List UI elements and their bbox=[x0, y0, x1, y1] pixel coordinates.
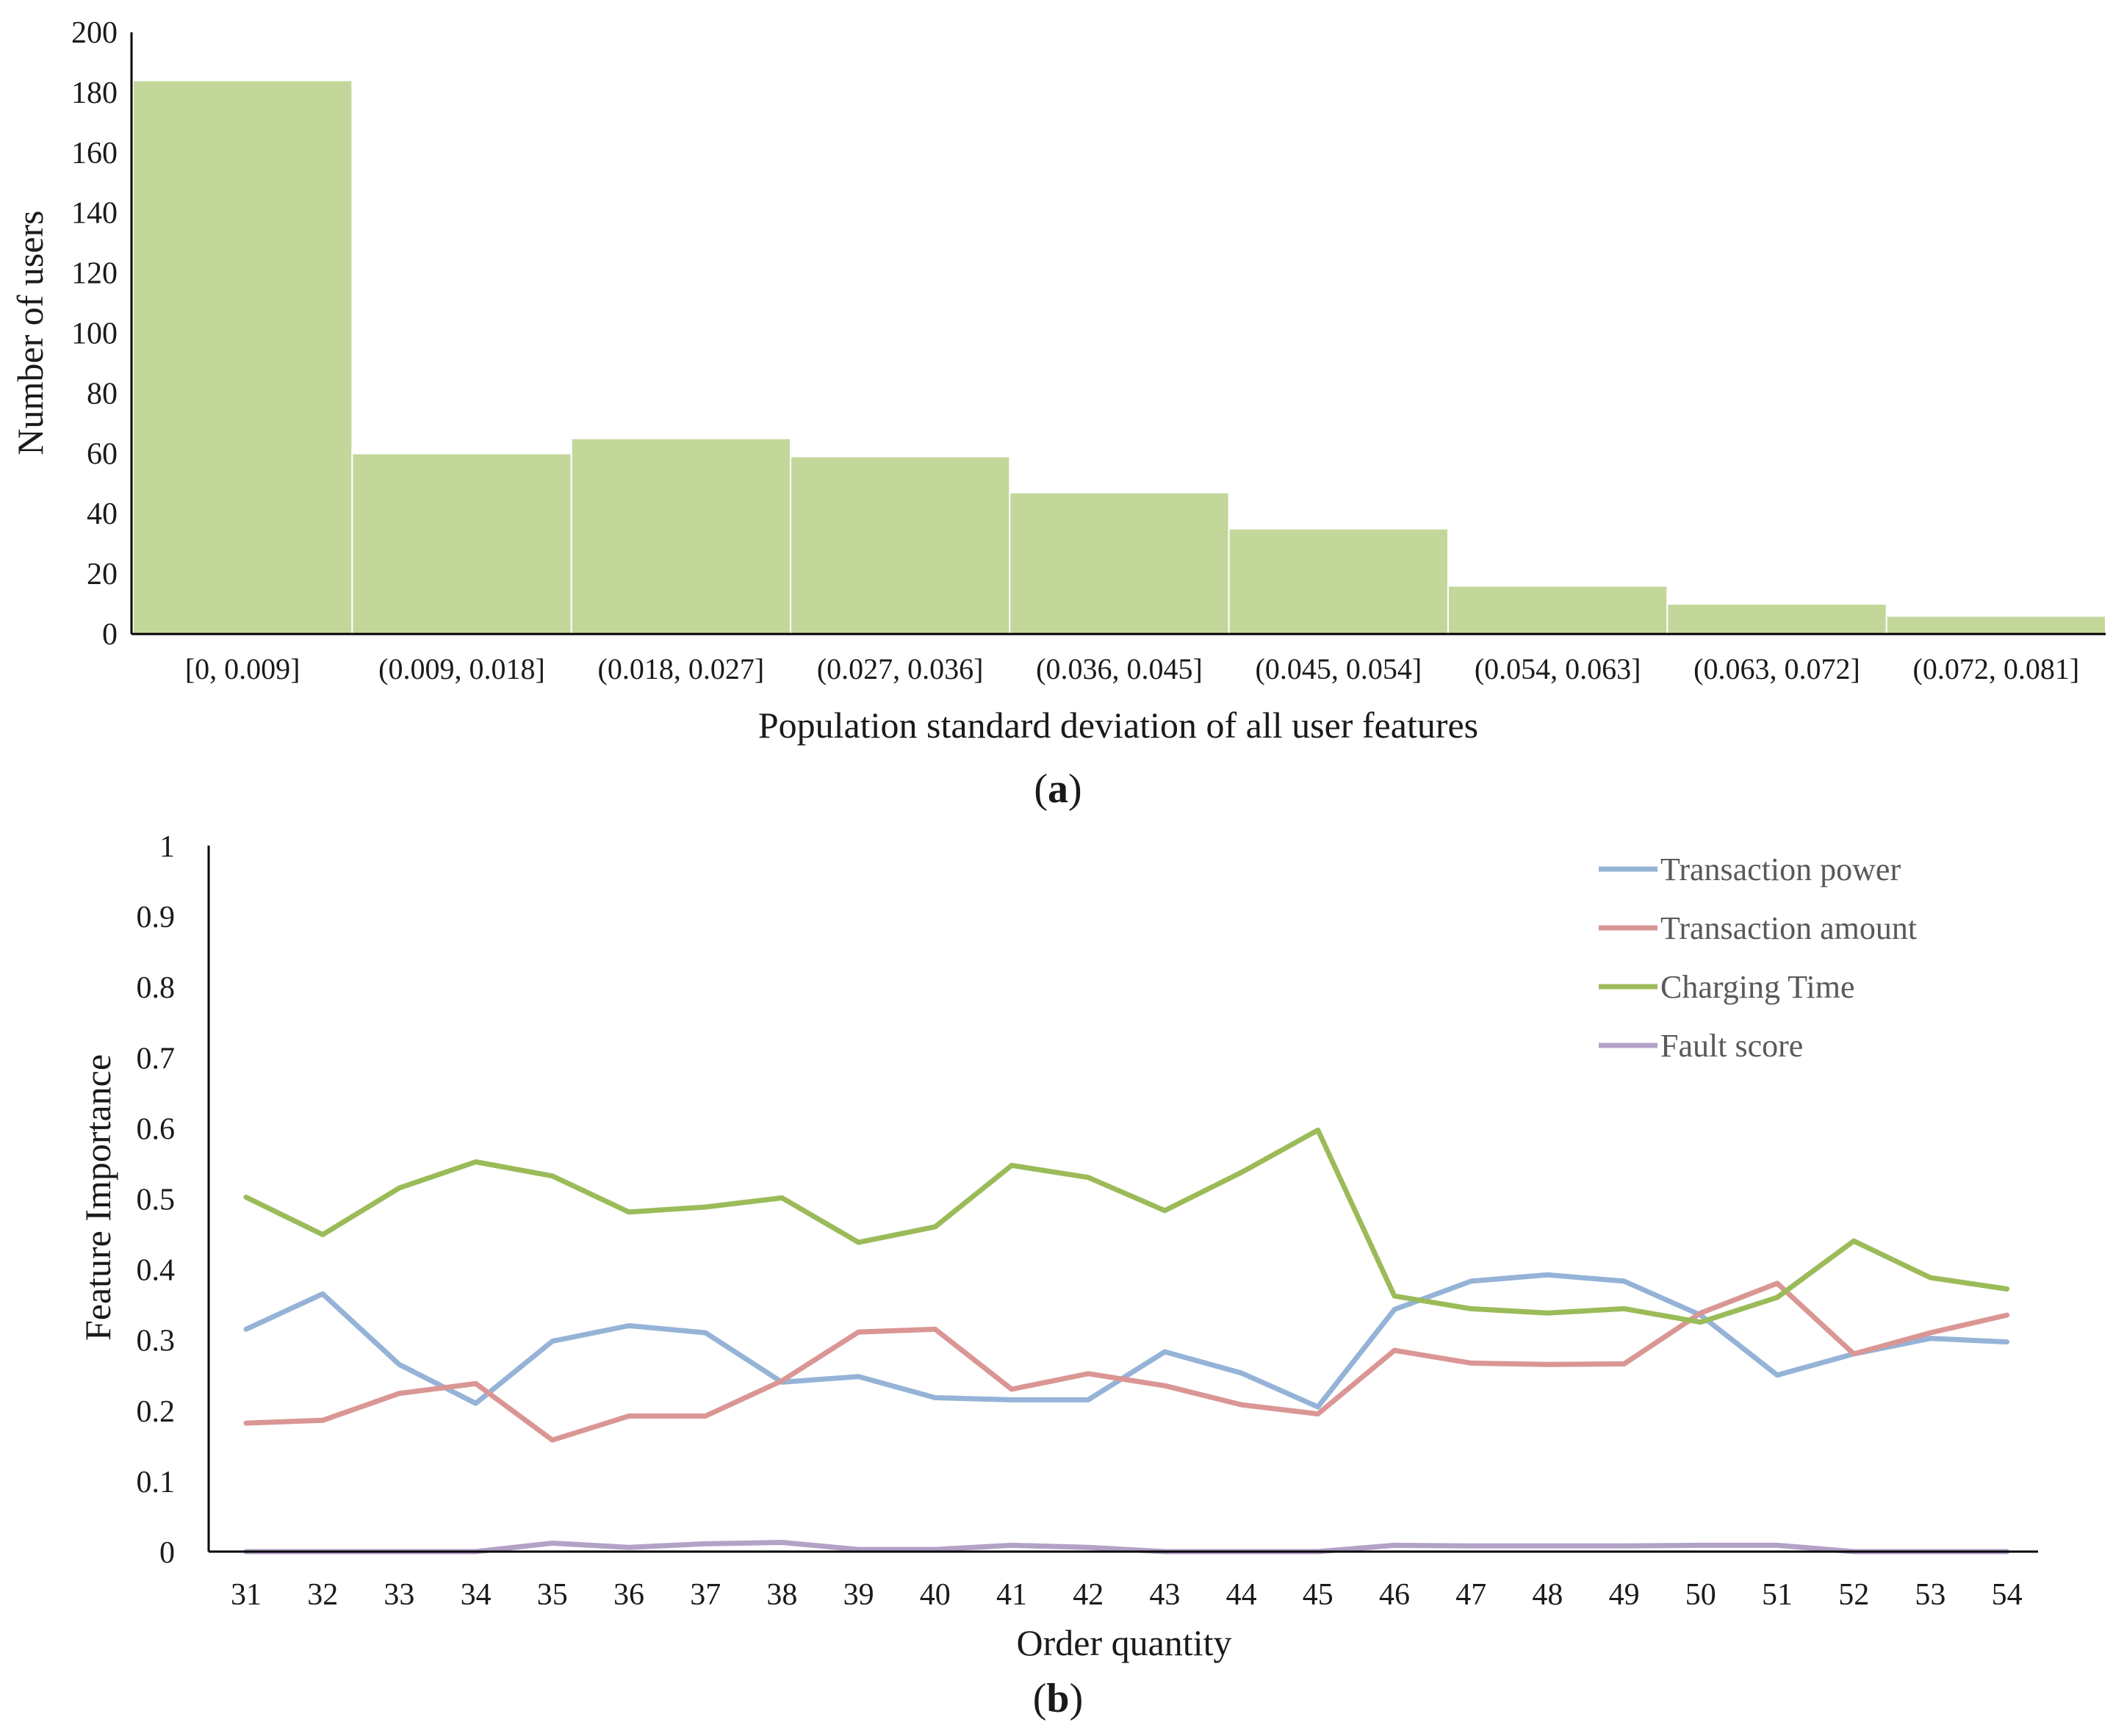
legend: Transaction power Transaction amount Charg… bbox=[1599, 851, 1917, 1064]
x-category-label: (0.072, 0.081] bbox=[1913, 652, 2080, 685]
bar bbox=[1009, 491, 1230, 635]
x-category-label: (0.009, 0.018] bbox=[378, 652, 545, 685]
x-tick-label: 41 bbox=[996, 1578, 1027, 1612]
x-category-label: (0.036, 0.045] bbox=[1036, 652, 1203, 685]
legend-label: Transaction amount bbox=[1660, 910, 1917, 946]
bar bbox=[790, 455, 1011, 635]
x-tick-label: 43 bbox=[1149, 1578, 1180, 1612]
panel-b-line-chart: 0 0.1 0.2 0.3 0.4 0.5 0.6 0.7 0.8 0.9 1 31 32 33 34 35… bbox=[77, 830, 2038, 1721]
x-tick-label: 36 bbox=[613, 1578, 644, 1612]
x-tick-label: 42 bbox=[1073, 1578, 1104, 1612]
y-tick-label: 0 bbox=[102, 618, 118, 652]
x-category-label: (0.054, 0.063] bbox=[1475, 652, 1641, 685]
x-tick-label: 37 bbox=[690, 1578, 721, 1612]
x-tick-label: 44 bbox=[1226, 1578, 1257, 1612]
series-line-fault-score bbox=[243, 1540, 2010, 1555]
x-tick-label: 48 bbox=[1532, 1578, 1563, 1612]
panel-letter-a: a bbox=[1048, 766, 1068, 812]
x-axis-title: Population standard deviation of all use… bbox=[758, 705, 1478, 746]
y-tick-label: 1 bbox=[159, 830, 175, 864]
y-tick-label: 0.2 bbox=[137, 1395, 176, 1429]
y-axis-title: Feature Importance bbox=[77, 1054, 118, 1341]
x-category-labels: [0, 0.009] (0.009, 0.018] (0.018, 0.027] (0… bbox=[185, 652, 2079, 685]
x-tick-label: 45 bbox=[1303, 1578, 1333, 1612]
y-tick-label: 140 bbox=[71, 197, 118, 231]
x-tick-label: 54 bbox=[1992, 1578, 2023, 1612]
bar bbox=[1228, 527, 1449, 635]
bar bbox=[132, 79, 353, 635]
x-tick-label: 52 bbox=[1838, 1578, 1869, 1612]
legend-label: Fault score bbox=[1660, 1028, 1803, 1064]
y-tick-label: 200 bbox=[71, 16, 118, 50]
x-category-label: [0, 0.009] bbox=[185, 652, 300, 685]
x-tick-label: 50 bbox=[1685, 1578, 1716, 1612]
bar bbox=[1885, 615, 2107, 635]
x-tick-label: 40 bbox=[920, 1578, 951, 1612]
x-tick-label: 39 bbox=[843, 1578, 874, 1612]
x-category-label: (0.027, 0.036] bbox=[817, 652, 984, 685]
x-tick-label: 31 bbox=[231, 1578, 262, 1612]
y-tick-label: 0.9 bbox=[137, 901, 176, 934]
legend-label: Charging Time bbox=[1660, 969, 1854, 1005]
y-tick-label: 0.6 bbox=[137, 1112, 176, 1146]
y-tick-labels: 0 20 40 60 80 100 120 140 160 180 200 bbox=[71, 16, 118, 652]
x-category-label: (0.063, 0.072] bbox=[1693, 652, 1860, 685]
bar bbox=[1447, 585, 1669, 635]
y-tick-label: 80 bbox=[87, 377, 118, 411]
y-tick-label: 0.8 bbox=[137, 971, 176, 1005]
x-tick-label: 47 bbox=[1455, 1578, 1486, 1612]
panel-a-bar-chart: 0 20 40 60 80 100 120 140 160 180 200 [0, 0.009] (0… bbox=[10, 16, 2107, 812]
bar bbox=[570, 437, 792, 635]
bar-series bbox=[132, 79, 2107, 635]
x-tick-label: 51 bbox=[1762, 1578, 1793, 1612]
y-tick-label: 100 bbox=[71, 317, 118, 351]
y-tick-label: 160 bbox=[71, 137, 118, 170]
x-axis-title: Order quantity bbox=[1017, 1622, 1232, 1663]
bar bbox=[1666, 603, 1887, 635]
y-tick-label: 0 bbox=[159, 1536, 175, 1570]
series-line-transaction-amount bbox=[243, 1281, 2010, 1443]
y-tick-label: 0.7 bbox=[137, 1042, 176, 1076]
y-tick-label: 20 bbox=[87, 558, 118, 591]
y-tick-label: 120 bbox=[71, 257, 118, 291]
y-tick-labels: 0 0.1 0.2 0.3 0.4 0.5 0.6 0.7 0.8 0.9 1 bbox=[137, 830, 176, 1570]
x-tick-labels: 31 32 33 34 35 36 37 38 39 40 41 42 43 44 45 46 47 48 49 50… bbox=[231, 1578, 2023, 1612]
x-category-label: (0.045, 0.054] bbox=[1256, 652, 1422, 685]
y-tick-label: 180 bbox=[71, 76, 118, 110]
bar bbox=[351, 453, 572, 635]
legend-label: Transaction power bbox=[1660, 851, 1901, 887]
panel-label-a: (a) bbox=[1034, 766, 1081, 812]
x-tick-label: 53 bbox=[1915, 1578, 1945, 1612]
y-tick-label: 0.3 bbox=[137, 1325, 176, 1358]
panel-label-b: (b) bbox=[1033, 1676, 1083, 1721]
y-tick-label: 40 bbox=[87, 497, 118, 531]
x-tick-label: 38 bbox=[766, 1578, 797, 1612]
x-tick-label: 46 bbox=[1379, 1578, 1410, 1612]
y-tick-label: 0.5 bbox=[137, 1184, 176, 1217]
x-tick-label: 35 bbox=[537, 1578, 568, 1612]
y-tick-label: 60 bbox=[87, 437, 118, 471]
x-tick-label: 32 bbox=[307, 1578, 338, 1612]
x-tick-label: 34 bbox=[461, 1578, 492, 1612]
series-line-transaction-power bbox=[243, 1272, 2010, 1410]
y-tick-label: 0.1 bbox=[137, 1466, 176, 1499]
y-tick-label: 0.4 bbox=[137, 1254, 176, 1288]
panel-letter-b: b bbox=[1046, 1676, 1069, 1721]
x-tick-label: 49 bbox=[1609, 1578, 1640, 1612]
series-line-charging-time bbox=[243, 1127, 2010, 1325]
x-tick-label: 33 bbox=[384, 1578, 414, 1612]
line-series bbox=[243, 1127, 2010, 1555]
x-category-label: (0.018, 0.027] bbox=[598, 652, 765, 685]
y-axis-title: Number of users bbox=[10, 210, 51, 455]
